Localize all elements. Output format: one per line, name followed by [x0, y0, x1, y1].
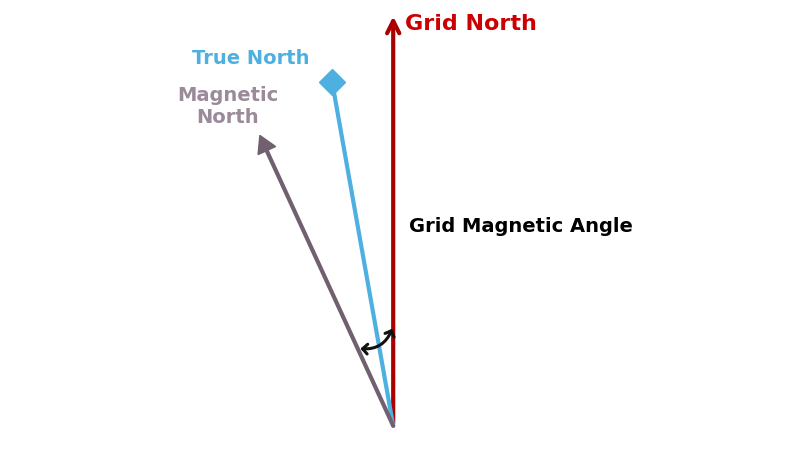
Text: Grid North: Grid North: [405, 14, 537, 34]
Text: Magnetic
North: Magnetic North: [178, 86, 278, 127]
FancyArrowPatch shape: [362, 331, 394, 354]
Text: True North: True North: [192, 49, 310, 68]
Text: Grid Magnetic Angle: Grid Magnetic Angle: [409, 217, 633, 236]
